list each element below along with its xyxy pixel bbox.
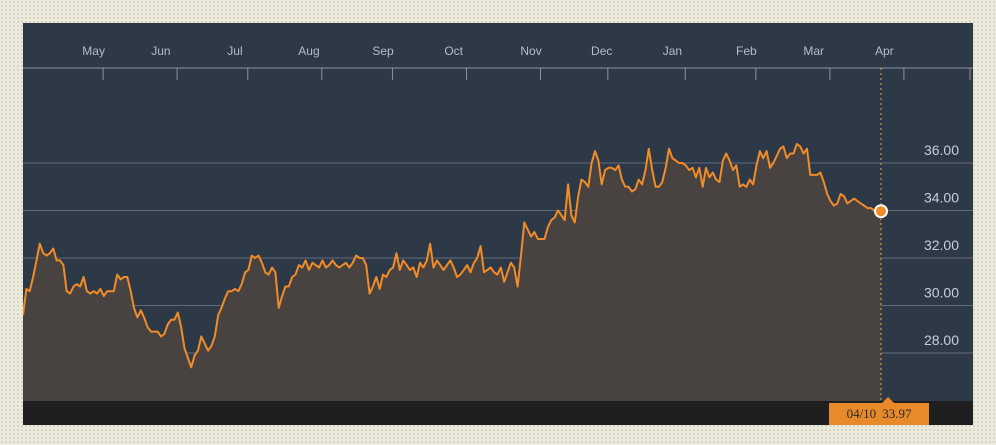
price-axis: 28.00 30.00 32.00 34.00 36.00 bbox=[924, 142, 959, 348]
price-line bbox=[23, 143, 882, 369]
last-point-marker bbox=[876, 206, 886, 217]
price-area-group bbox=[23, 144, 881, 401]
month-label: Dec bbox=[591, 44, 612, 58]
month-label: Mar bbox=[803, 44, 824, 58]
month-label: Jan bbox=[663, 44, 682, 58]
month-label: Aug bbox=[298, 44, 319, 58]
month-axis: May Jun Jul Aug Sep Oct Nov Dec Jan Feb Mar Apr bbox=[82, 44, 971, 80]
stock-chart-frame: May Jun Jul Aug Sep Oct Nov Dec Jan Feb Mar Apr 28.… bbox=[23, 23, 973, 425]
month-label: Oct bbox=[444, 44, 463, 58]
last-price-tag: 04/10 33.97 bbox=[829, 397, 929, 425]
y-tick-label: 32.00 bbox=[924, 237, 959, 253]
stock-chart[interactable]: May Jun Jul Aug Sep Oct Nov Dec Jan Feb Mar Apr 28.… bbox=[23, 23, 973, 425]
month-label: Jun bbox=[151, 44, 170, 58]
y-tick-label: 34.00 bbox=[924, 190, 959, 206]
price-area bbox=[23, 144, 881, 401]
month-label: Jul bbox=[227, 44, 242, 58]
y-tick-label: 36.00 bbox=[924, 142, 959, 158]
month-label: Nov bbox=[520, 44, 541, 58]
month-label: May bbox=[82, 44, 105, 58]
y-tick-label: 30.00 bbox=[924, 285, 959, 301]
month-label: Sep bbox=[372, 44, 394, 58]
last-price-value: 33.97 bbox=[882, 406, 912, 421]
month-label: Feb bbox=[736, 44, 757, 58]
month-label: Apr bbox=[875, 44, 894, 58]
bottom-band bbox=[23, 401, 973, 425]
price-line-group bbox=[23, 143, 882, 369]
last-price-date: 04/10 bbox=[846, 406, 877, 421]
y-tick-label: 28.00 bbox=[924, 332, 959, 348]
last-price-marker-group[interactable] bbox=[874, 68, 888, 401]
